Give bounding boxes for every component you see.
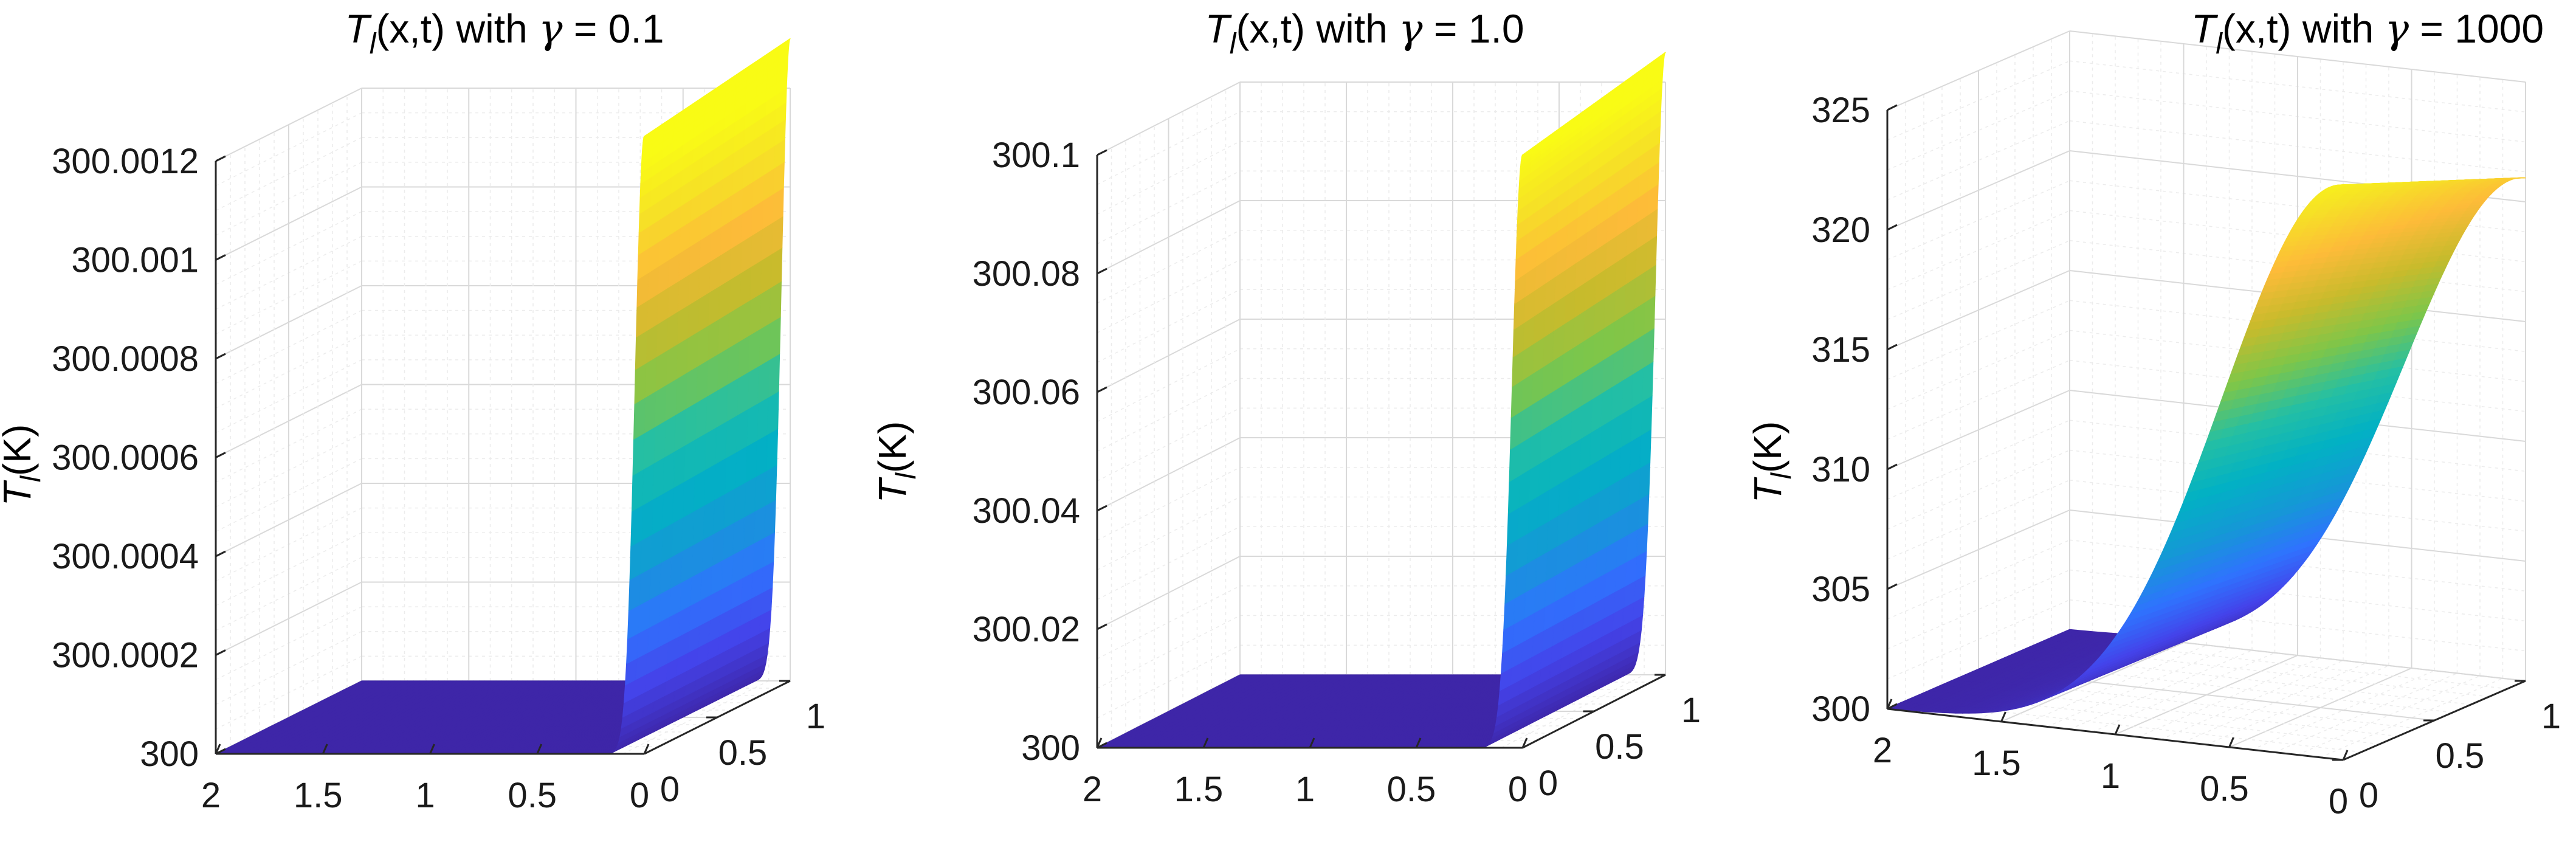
x-tick-mark [429, 744, 435, 754]
z-tick-label: 300.06 [973, 373, 1080, 412]
z-tick-label: 325 [1811, 91, 1870, 130]
x-tick-label: 2 [201, 776, 221, 815]
y-tick-label: 0 [660, 770, 680, 809]
x-tick-mark [215, 744, 221, 754]
z-tick-mark [1887, 703, 1898, 710]
x-tick-label: 0 [630, 776, 649, 815]
z-tick-mark [215, 155, 226, 162]
z-tick-mark [215, 550, 226, 557]
axes: 300 300.02 300.04 300.06 300.08 300.1 2 1.5 1 0.5… [973, 136, 1701, 809]
x-tick-label: 2 [1083, 770, 1102, 809]
x-tick-label: 0 [1508, 770, 1527, 809]
x-tick-label: 1 [2101, 756, 2120, 796]
x-tick-mark [1415, 737, 1422, 748]
y-tick-label: 1 [1681, 691, 1701, 730]
x-tick-label: 0.5 [1387, 770, 1436, 809]
x-tick-label: 0.5 [508, 776, 557, 815]
x-tick-mark [643, 744, 650, 754]
z-tick-label: 300.001 [71, 241, 199, 280]
x-tick-label: 1 [1295, 770, 1315, 809]
x-tick-mark [1886, 699, 1893, 709]
z-tick-mark [1097, 742, 1107, 749]
x-tick-label: 1.5 [1972, 744, 2021, 783]
z-tick-mark [1097, 149, 1107, 156]
z-tick-label: 300 [1021, 728, 1080, 768]
z-tick-mark [1887, 583, 1898, 590]
z-tick-label: 300.0012 [52, 142, 199, 181]
y-tick-label: 0.5 [718, 733, 768, 773]
z-axis-label: Tl(K) [870, 421, 921, 503]
z-axis-label: Tl(K) [0, 424, 46, 506]
z-axis-label: Tl(K) [1746, 421, 1797, 503]
x-tick-label: 2 [1873, 731, 1892, 770]
surface-plot [215, 38, 791, 754]
z-tick-label: 320 [1811, 210, 1870, 250]
subplot-gamma-1000: 300 305 310 315 320 325 2 1.5 1 0.5 0 0 0.5 1 Tl(x,t) … [1746, 5, 2561, 821]
axes: 300 300.0002 300.0004 300.0006 300.0008 300.0… [52, 142, 825, 815]
z-tick-label: 300.0006 [52, 438, 199, 478]
y-tick-label: 0 [1538, 764, 1558, 803]
z-tick-label: 315 [1811, 330, 1870, 370]
z-tick-mark [1097, 505, 1107, 512]
z-tick-label: 300.04 [973, 491, 1080, 531]
surface-plot [1097, 52, 1666, 748]
z-tick-mark [1097, 386, 1107, 393]
x-tick-mark [536, 744, 543, 754]
x-tick-label: 1.5 [1174, 770, 1224, 809]
subplot-gamma-1-0: 300 300.02 300.04 300.06 300.08 300.1 2 1.5 1 0.5… [870, 5, 1701, 809]
x-tick-label: 0.5 [2200, 769, 2249, 809]
z-tick-mark [1887, 104, 1898, 111]
z-tick-label: 300.0002 [52, 636, 199, 675]
subplot-gamma-0-1: 300 300.0002 300.0004 300.0006 300.0008 300.0… [0, 5, 825, 815]
chart-title: Tl(x,t) with γ = 1000 [2191, 5, 2544, 60]
x-tick-mark [1309, 737, 1315, 748]
x-tick-mark [322, 744, 328, 754]
z-tick-mark [215, 748, 226, 755]
x-tick-mark [2000, 711, 2006, 722]
x-tick-mark [1096, 737, 1103, 748]
x-tick-mark [2342, 750, 2349, 761]
z-tick-mark [215, 452, 226, 458]
x-tick-mark [1521, 737, 1528, 748]
z-tick-mark [1887, 224, 1898, 231]
z-tick-mark [215, 254, 226, 261]
y-tick-label: 0 [2359, 776, 2378, 815]
x-tick-label: 0 [2329, 782, 2348, 821]
z-tick-label: 310 [1811, 450, 1870, 489]
z-tick-mark [215, 353, 226, 360]
x-tick-mark [2114, 724, 2121, 735]
z-tick-label: 300.0004 [52, 537, 199, 576]
z-tick-mark [1097, 267, 1107, 275]
y-tick-label: 1 [806, 697, 825, 736]
y-tick-label: 0.5 [1595, 727, 1644, 767]
z-tick-label: 300.0008 [52, 339, 199, 379]
grid [1887, 30, 2526, 761]
z-tick-label: 300 [140, 734, 199, 774]
z-tick-label: 300.08 [973, 254, 1080, 294]
z-tick-label: 300 [1811, 689, 1870, 729]
x-tick-mark [1202, 737, 1209, 748]
x-tick-mark [2228, 737, 2234, 748]
z-tick-label: 300.1 [992, 136, 1080, 175]
z-tick-mark [1097, 623, 1107, 630]
surface-plot [1887, 177, 2526, 714]
y-tick-label: 0.5 [2436, 736, 2485, 776]
z-tick-label: 305 [1811, 570, 1870, 609]
z-tick-mark [215, 649, 226, 656]
chart-title: Tl(x,t) with γ = 0.1 [345, 5, 664, 60]
z-tick-mark [1887, 343, 1898, 351]
z-tick-label: 300.02 [973, 610, 1080, 649]
axes: 300 305 310 315 320 325 2 1.5 1 0.5 0 0 0.5 1 [1811, 91, 2561, 821]
chart-title: Tl(x,t) with γ = 1.0 [1205, 5, 1524, 60]
x-tick-label: 1.5 [294, 776, 343, 815]
z-tick-mark [1887, 463, 1898, 471]
x-tick-label: 1 [415, 776, 435, 815]
y-tick-label: 1 [2541, 697, 2561, 736]
